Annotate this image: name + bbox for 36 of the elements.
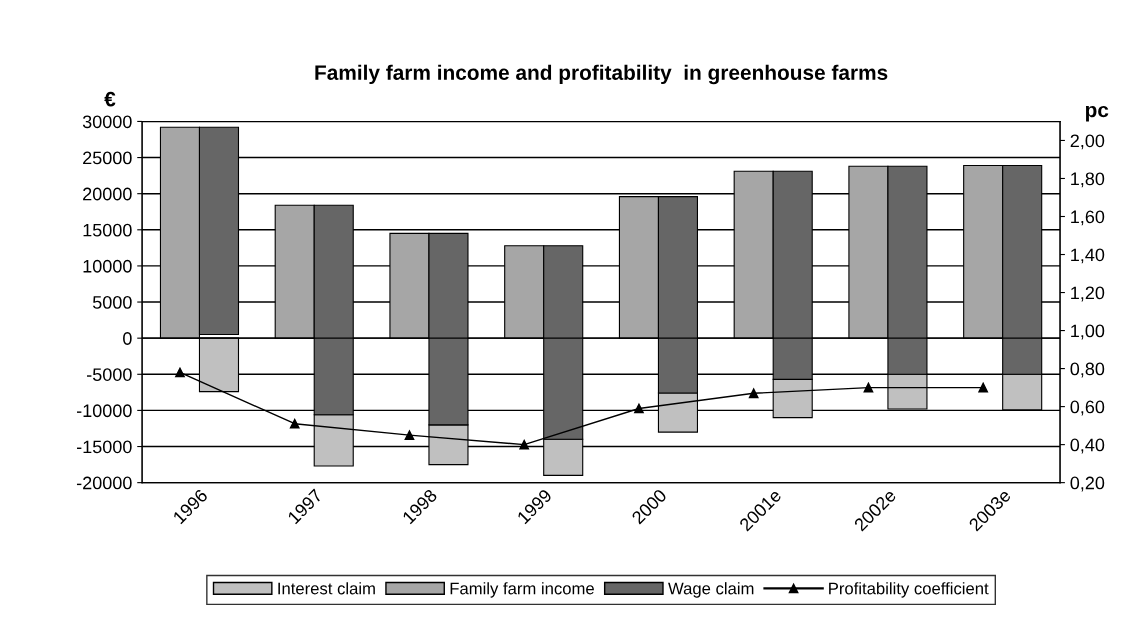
legend-label: Family farm income: [450, 582, 594, 598]
y2-tick-label: 0,20: [1070, 476, 1105, 492]
y2-tick-label: 1,60: [1071, 210, 1105, 226]
y2-tick-label: 0,40: [1070, 438, 1105, 454]
legend-label: Wage claim: [668, 582, 754, 598]
point: [748, 388, 759, 399]
y-tick-label: 20000: [83, 187, 132, 201]
point: [404, 430, 415, 440]
y-tick-label: -15000: [76, 440, 132, 454]
legend-label: Profitability coefficient: [829, 582, 989, 598]
y-tick-label: 0: [123, 332, 132, 345]
point: [289, 418, 300, 429]
y-tick-label: 15000: [83, 223, 132, 237]
y2-tick-label: 0,80: [1070, 362, 1105, 378]
point: [863, 382, 874, 393]
y-axis-title: €: [104, 91, 116, 107]
y-tick-label: -20000: [76, 476, 132, 490]
point: [175, 367, 185, 378]
y2-tick-label: 1,20: [1071, 286, 1105, 302]
point: [519, 439, 530, 450]
y-tick-label: 30000: [82, 115, 132, 129]
y2-axis-title: pc: [1085, 105, 1109, 122]
point: [634, 403, 644, 414]
y-tick-label: -5000: [87, 368, 132, 382]
y2-tick-label: 0,60: [1070, 400, 1105, 416]
legend-label: Interest claim: [278, 582, 375, 595]
y-tick-label: -10000: [76, 404, 132, 418]
point: [978, 382, 989, 393]
y-tick-label: 25000: [83, 151, 132, 165]
y-tick-label: 10000: [83, 259, 132, 273]
chart-title: Family farm income and profitability in greenhouse farms: [315, 64, 888, 85]
y2-tick-label: 1,80: [1071, 172, 1105, 188]
y2-tick-label: 2,00: [1070, 134, 1105, 150]
y2-tick-label: 1,40: [1071, 248, 1105, 264]
y2-tick-label: 1,00: [1071, 324, 1105, 340]
y-tick-label: 5000: [92, 295, 132, 309]
